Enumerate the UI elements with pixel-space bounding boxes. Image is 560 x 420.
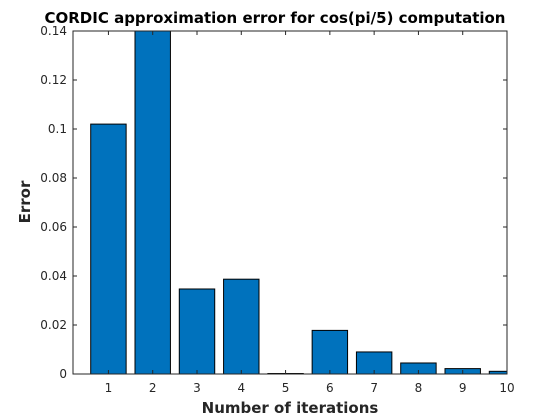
x-tick-label: 1 [105,381,113,395]
y-tick-label: 0 [59,367,67,381]
bar-iteration-1 [90,123,127,375]
x-axis-label: Number of iterations [202,399,379,417]
x-tick-label: 6 [326,381,334,395]
y-axis-ticks: 0 0.02 0.04 0.06 0.08 0.1 0.12 0.14 [40,24,507,381]
x-tick-label: 10 [499,381,514,395]
x-tick-label: 9 [459,381,467,395]
chart-title: CORDIC approximation error for cos(pi/5)… [45,9,506,27]
y-tick-label: 0.14 [40,24,67,38]
y-tick-label: 0.12 [40,73,67,87]
x-tick-label: 3 [193,381,201,395]
bars-group [90,30,508,375]
x-tick-label: 7 [370,381,378,395]
y-axis-label: Error [16,180,34,223]
x-tick-label: 4 [237,381,245,395]
x-tick-label: 2 [149,381,157,395]
y-tick-label: 0.06 [40,220,67,234]
x-tick-label: 8 [415,381,423,395]
bar-iteration-3 [178,288,216,375]
y-tick-label: 0.04 [40,269,67,283]
y-tick-label: 0.02 [40,318,67,332]
y-tick-label: 0.08 [40,171,67,185]
y-tick-label: 0.1 [48,122,67,136]
bar-iteration-4 [223,278,260,375]
axes-group [72,30,508,375]
plot-area-box [72,30,508,375]
bar-iteration-2 [134,30,171,375]
bar-iteration-6 [311,329,349,375]
x-axis-ticks: 1 2 3 4 5 6 7 8 9 10 [105,31,515,395]
x-tick-label: 5 [282,381,290,395]
